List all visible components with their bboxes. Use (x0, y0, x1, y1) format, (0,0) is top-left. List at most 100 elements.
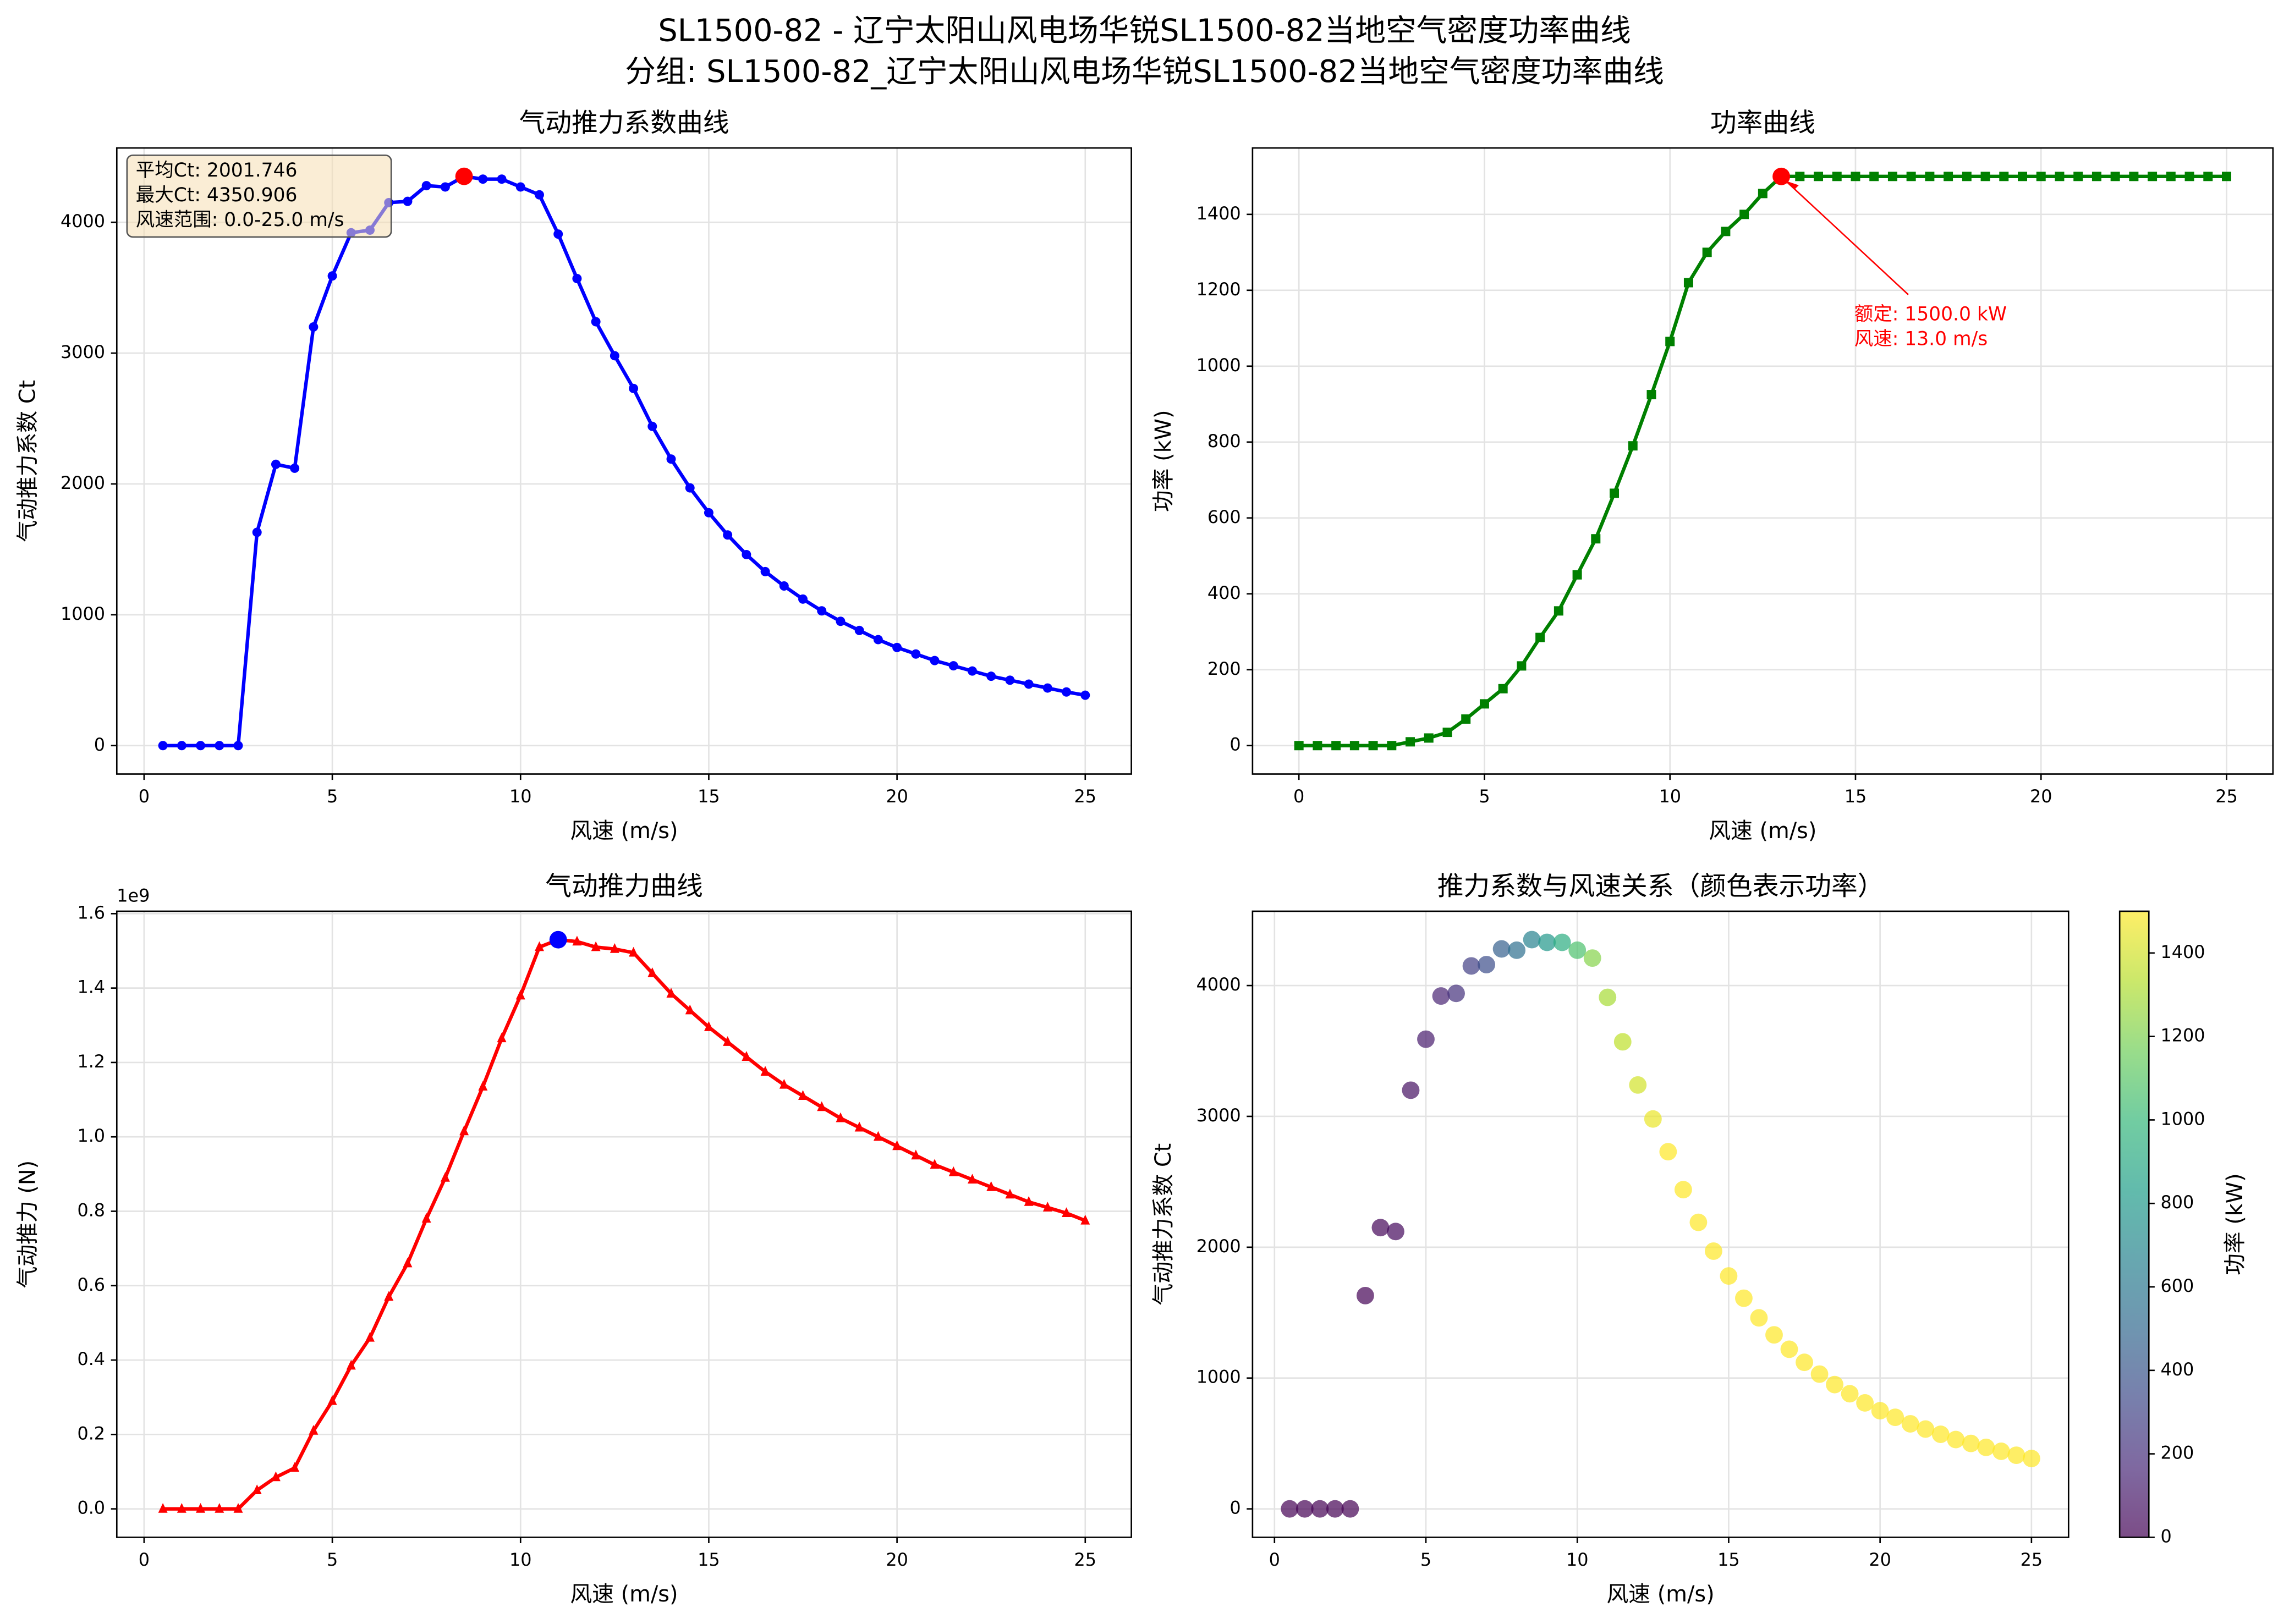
x-tick-label: 15 (698, 786, 720, 807)
data-point (309, 1424, 319, 1435)
data-point (1080, 1214, 1090, 1225)
annotation-text: 额定: 1500.0 kW (1854, 303, 2007, 325)
axes: 0 5 10 15 20 25 0 1000 2000 3000 4000 推力系数与风速关系（颜色表… (1151, 871, 2070, 1607)
data-point (986, 1181, 996, 1191)
x-tick-label: 5 (1479, 786, 1490, 807)
scatter-point (1720, 1267, 1738, 1285)
data-point (1442, 728, 1452, 737)
y-tick-label: 4000 (61, 211, 105, 232)
data-point (233, 1503, 243, 1513)
data-point (704, 1021, 713, 1031)
colorbar-tick-label: 1200 (2160, 1025, 2205, 1046)
x-tick-label: 5 (1420, 1549, 1431, 1570)
colorbar-tick-label: 400 (2160, 1359, 2194, 1380)
x-tick-label: 15 (1845, 786, 1867, 807)
data-point (1795, 172, 1805, 181)
data-point (252, 1484, 262, 1494)
x-tick-label: 10 (509, 1549, 532, 1570)
x-tick-label: 20 (886, 1549, 908, 1570)
data-point (1313, 741, 1322, 751)
stats-box (126, 155, 392, 238)
highlight-point (455, 167, 473, 185)
data-point (309, 322, 319, 332)
scatter-point (1992, 1443, 2010, 1460)
data-point (2092, 172, 2101, 181)
scatter-point (1826, 1375, 1844, 1394)
data-point (233, 741, 243, 751)
colorbar-tick-label: 1400 (2160, 942, 2205, 962)
data-point (459, 1125, 469, 1136)
data-point (2184, 172, 2194, 181)
data-point (967, 666, 977, 676)
chart-title: 气动推力曲线 (545, 871, 703, 901)
scatter-point (1326, 1500, 1344, 1518)
data-point (2148, 172, 2158, 181)
stats-text: 风速范围: 0.0-25.0 m/s (136, 209, 344, 231)
scatter-point (1841, 1385, 1859, 1403)
data-point (723, 1036, 733, 1046)
y-tick-label: 1000 (1196, 355, 1241, 376)
data-point (534, 941, 544, 951)
data-point (196, 741, 206, 751)
data-point (440, 182, 450, 192)
y-tick-label: 0.8 (77, 1199, 105, 1220)
scatter-point (1947, 1430, 1965, 1449)
data-point (1005, 1188, 1015, 1199)
data-point (1062, 687, 1072, 697)
scatter-point (1447, 984, 1465, 1003)
data-point (1758, 189, 1767, 199)
chart-title: 推力系数与风速关系（颜色表示功率） (1437, 871, 1884, 901)
data-point (629, 946, 639, 957)
data-point (1628, 441, 1638, 451)
data-point (685, 483, 695, 493)
plot-frame (116, 910, 1132, 1538)
annotation-arrow (1785, 180, 1909, 295)
data-point (1665, 337, 1675, 346)
data-point (515, 182, 525, 192)
data-line (163, 938, 1086, 1511)
x-axis-label: 风速 (m/s) (1709, 818, 1816, 844)
data-point (873, 1131, 883, 1141)
data-point (365, 1331, 375, 1342)
y-tick-label: 200 (1207, 658, 1241, 679)
suptitle: 分组: SL1500-82_辽宁太阳山风电场华锐SL1500-82当地空气密度功… (625, 54, 1664, 90)
plot-frame (116, 147, 1132, 775)
data-point (1925, 172, 1935, 181)
data-point (1005, 675, 1015, 685)
scatter-point (1901, 1415, 1919, 1433)
y-tick-label: 0.4 (77, 1348, 105, 1369)
data-point (647, 967, 657, 977)
y-tick-label: 1.6 (77, 902, 105, 923)
data-point (629, 383, 639, 393)
data-point (948, 661, 958, 671)
scatter-point (1417, 1030, 1435, 1048)
data-point (196, 1503, 206, 1513)
y-tick-label: 800 (1207, 431, 1241, 452)
data-point (666, 454, 676, 464)
y-tick-label: 0 (1229, 1498, 1240, 1518)
data-point (1702, 247, 1712, 257)
y-tick-label: 400 (1207, 582, 1241, 603)
data-point (158, 741, 168, 751)
y-axis-label: 气动推力系数 Ct (1151, 1143, 1176, 1306)
data-point (1294, 741, 1304, 751)
data-point (967, 1174, 977, 1184)
data-point (478, 1081, 488, 1091)
data-point (1331, 741, 1341, 751)
colorbar-tick-label: 0 (2160, 1526, 2171, 1546)
x-tick-label: 25 (1074, 1549, 1097, 1570)
scatter-point (1613, 1033, 1632, 1051)
data-point (1498, 684, 1508, 693)
x-tick-label: 20 (2030, 786, 2052, 807)
scatter-point (1462, 957, 1480, 975)
y-tick-label: 0 (94, 734, 105, 755)
scatter-point (1977, 1438, 1995, 1456)
y-axis-label: 气动推力系数 Ct (15, 380, 41, 542)
data-point (742, 1051, 751, 1061)
data-point (1646, 390, 1656, 400)
scatter-point (1371, 1219, 1390, 1237)
data-point (497, 1032, 507, 1043)
data-point (1080, 690, 1090, 700)
